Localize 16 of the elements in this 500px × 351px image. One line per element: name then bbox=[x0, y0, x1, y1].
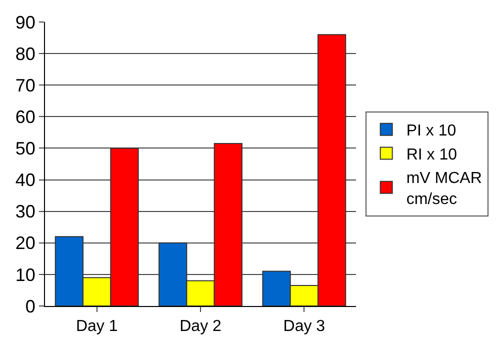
x-tick-label: Day 3 bbox=[283, 318, 326, 336]
y-tick-label: 40 bbox=[15, 170, 36, 190]
y-tick-label: 90 bbox=[15, 12, 36, 32]
legend-label: PI x 10 bbox=[406, 122, 456, 140]
y-tick-label: 70 bbox=[15, 75, 36, 96]
legend-label: mV MCAR cm/sec bbox=[406, 170, 482, 208]
y-tick-label: 30 bbox=[15, 202, 36, 222]
legend-label: RI x 10 bbox=[406, 146, 458, 164]
y-tick-label: 60 bbox=[15, 106, 36, 127]
y-tick-label: 0 bbox=[25, 296, 36, 316]
y-tick-label: 50 bbox=[15, 138, 36, 159]
y-tick-label: 20 bbox=[15, 233, 36, 254]
x-tick-label: Day 2 bbox=[180, 318, 222, 336]
y-tick-label: 10 bbox=[15, 264, 36, 285]
y-tick-label: 80 bbox=[15, 44, 36, 64]
x-tick-label: Day 1 bbox=[76, 318, 118, 336]
